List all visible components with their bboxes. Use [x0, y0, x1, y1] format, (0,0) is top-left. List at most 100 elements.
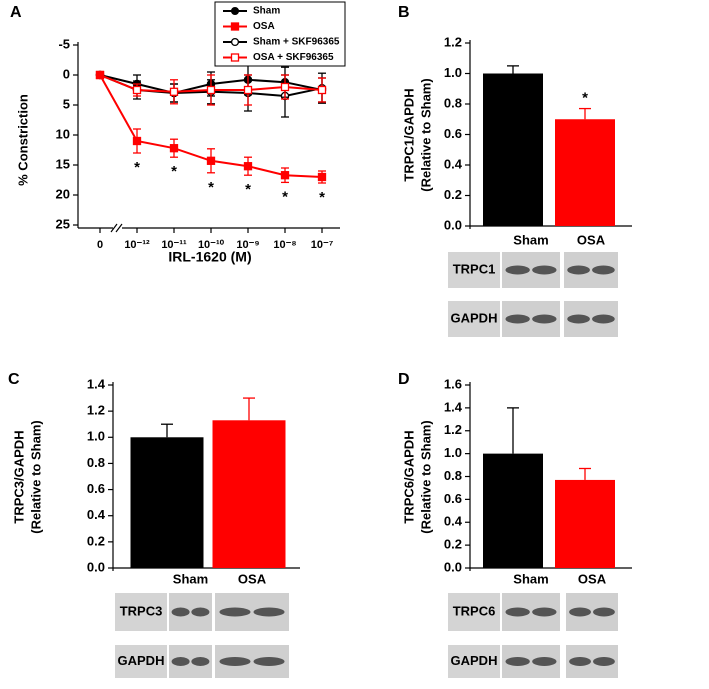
y-tick-label: 1.2: [444, 34, 462, 49]
y-tick-label: 1.0: [444, 65, 462, 80]
y-tick-label: 0.0: [87, 559, 105, 574]
blot-group-label: OSA: [238, 571, 267, 586]
legend-label: OSA: [253, 21, 275, 32]
point: [280, 171, 290, 180]
point: [132, 85, 142, 95]
legend-marker: [230, 6, 240, 16]
significance: *: [282, 188, 288, 205]
blot-band: [592, 265, 615, 275]
blot-band: [219, 657, 251, 666]
y-tick-label: 5: [63, 96, 70, 111]
y-tick-label: 0.0: [444, 559, 462, 574]
point: [243, 85, 253, 95]
point: [243, 162, 253, 171]
x-tick-label: 10⁻⁸: [273, 239, 296, 251]
y-tick-label: 0: [63, 66, 70, 81]
error-bar: [161, 423, 173, 438]
panel-letter: D: [398, 371, 410, 388]
point: [206, 156, 216, 165]
blot-row-label: TRPC6: [453, 603, 496, 618]
y-tick-label: 20: [56, 186, 70, 201]
y-axis-label: (Relative to Sham): [418, 420, 433, 533]
blot-band: [532, 657, 557, 666]
significance: *: [582, 90, 588, 107]
y-tick-label: 1.2: [444, 422, 462, 437]
point: [317, 85, 327, 95]
bar: [555, 479, 615, 568]
blot-band: [171, 607, 190, 617]
x-axis-label: IRL-1620 (M): [168, 249, 251, 265]
point: [169, 87, 179, 96]
legend-marker: [230, 22, 240, 31]
blot-band: [569, 607, 591, 617]
blot-label-cell: [115, 593, 167, 631]
blot-band: [505, 657, 530, 666]
blot-band: [593, 607, 615, 617]
y-tick-label: 0.4: [444, 514, 463, 529]
blot-band: [532, 265, 557, 275]
y-tick-label: 0.4: [87, 507, 106, 522]
blot-group-label: Sham: [513, 232, 548, 247]
point: [280, 82, 290, 92]
blot-label-cell: [448, 301, 500, 337]
significance: *: [245, 181, 251, 198]
y-axis-label: (Relative to Sham): [418, 78, 433, 191]
bar: [212, 420, 286, 568]
error-bar: [579, 107, 591, 120]
panel-letter: C: [8, 371, 20, 388]
blot-label-cell: [448, 252, 500, 288]
blot-band: [592, 314, 615, 324]
blot-group-label: Sham: [173, 571, 208, 586]
blot-band: [505, 314, 530, 324]
y-tick-label: 0.2: [87, 533, 105, 548]
blot-row-label: TRPC3: [120, 603, 163, 618]
y-tick-label: 0.8: [87, 455, 105, 470]
bar: [555, 119, 615, 226]
y-tick-label: 0.6: [444, 491, 462, 506]
blot-row-label: GAPDH: [451, 653, 498, 668]
blot-band: [567, 314, 590, 324]
blot-band: [593, 657, 615, 666]
y-tick-label: 0.2: [444, 187, 462, 202]
y-tick-label: 1.4: [444, 399, 463, 414]
point: [95, 70, 105, 80]
blot-band: [219, 607, 251, 617]
y-tick-label: 0.2: [444, 537, 462, 552]
blot-row-label: GAPDH: [118, 653, 165, 668]
y-tick-label: 0.8: [444, 95, 462, 110]
blot-band: [253, 607, 285, 617]
blot-group-label: OSA: [577, 232, 606, 247]
y-tick-label: 0.6: [87, 481, 105, 496]
y-tick-label: 0.8: [444, 468, 462, 483]
error-bar: [507, 407, 519, 454]
blot-band: [532, 314, 557, 324]
legend-marker: [230, 37, 240, 47]
y-tick-label: 1.4: [87, 376, 106, 391]
legend-marker: [230, 53, 240, 62]
blot-row-label: TRPC1: [453, 261, 496, 276]
y-tick-label: 0.0: [444, 217, 462, 232]
point: [132, 136, 142, 146]
blot-group-label: Sham: [513, 571, 548, 586]
blot-band: [171, 657, 190, 666]
panel-letter: B: [398, 4, 410, 21]
y-axis-label: % Constriction: [15, 94, 30, 186]
point: [317, 172, 327, 182]
x-tick-label: 10⁻¹⁰: [198, 239, 225, 251]
blot-band: [569, 657, 591, 666]
y-tick-label: 1.2: [87, 403, 105, 418]
significance: *: [171, 163, 177, 180]
y-tick-label: 10: [56, 126, 70, 141]
blot-band: [532, 607, 557, 617]
error-bar: [579, 467, 591, 480]
panel-letter: A: [10, 4, 22, 21]
y-axis-label: TRPC3/GAPDH: [11, 430, 26, 523]
blot-label-cell: [448, 593, 500, 631]
y-tick-label: -5: [58, 36, 70, 51]
y-tick-label: 1.0: [444, 445, 462, 460]
y-tick-label: 0.6: [444, 126, 462, 141]
x-tick-label: 10⁻¹¹: [161, 239, 187, 251]
blot-band: [191, 657, 210, 666]
y-axis-label: TRPC1/GAPDH: [401, 88, 416, 181]
